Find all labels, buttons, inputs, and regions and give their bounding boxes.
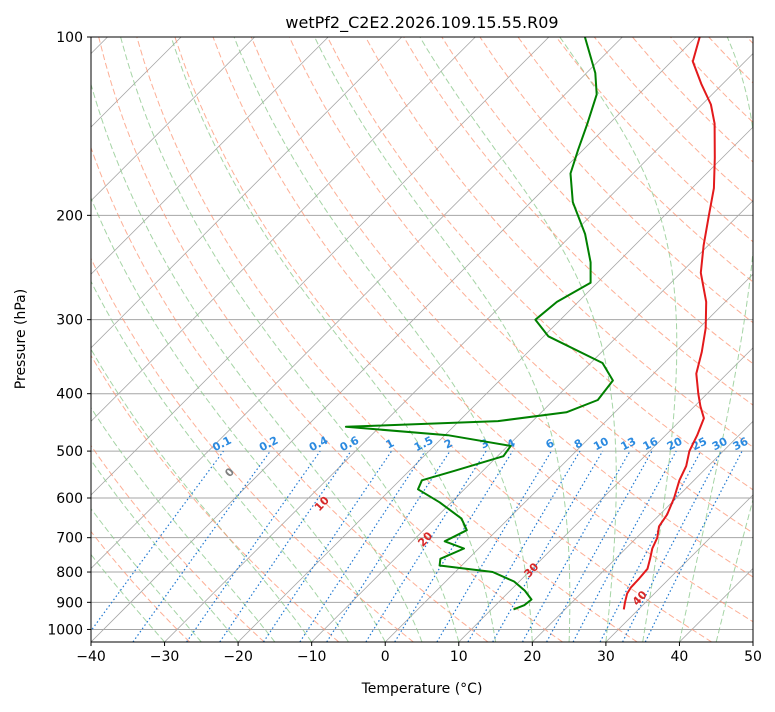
isotherm-grid bbox=[0, 37, 775, 642]
x-tick-label: −40 bbox=[76, 649, 106, 665]
moist-adiabat-line bbox=[79, 37, 422, 642]
isotherm-line bbox=[679, 37, 775, 642]
isotherm-line bbox=[753, 37, 775, 642]
moist-adiabat-line bbox=[14, 37, 349, 642]
moist-adiabat-line bbox=[0, 37, 275, 642]
mixing-ratio-line bbox=[645, 451, 742, 642]
isotherm-line bbox=[165, 37, 770, 642]
mixing-ratio-line bbox=[83, 451, 224, 642]
dry-adiabats bbox=[0, 37, 775, 642]
dewpoint-profile-line bbox=[346, 37, 613, 609]
mixing-ratio-label: 4 bbox=[505, 436, 518, 451]
y-tick-label: 600 bbox=[56, 491, 83, 507]
dry-adiabat-line bbox=[480, 37, 775, 642]
y-tick-label: 400 bbox=[56, 387, 83, 403]
x-tick-label: 40 bbox=[671, 649, 689, 665]
moist-adiabat-line bbox=[44, 37, 385, 642]
isotherm-line bbox=[0, 37, 255, 642]
x-tick-label: −20 bbox=[223, 649, 253, 665]
mixing-ratio-line bbox=[468, 451, 580, 642]
y-axis: 100 200 300 400 500 600 700 800 900 1000 bbox=[47, 30, 91, 638]
mixing-ratio-line bbox=[547, 451, 652, 642]
dry-adiabat-line bbox=[747, 37, 775, 642]
mixing-ratio-label: 10 bbox=[591, 435, 611, 454]
mixing-ratio-line bbox=[327, 451, 450, 642]
dry-adiabat-line bbox=[0, 37, 339, 642]
mixing-ratio-label: 2 bbox=[442, 436, 455, 451]
moist-adiabat-line bbox=[716, 37, 775, 642]
y-tick-label: 500 bbox=[56, 444, 83, 460]
mixing-ratio-lines bbox=[83, 451, 742, 642]
x-axis: −40 −30 −20 −10 0 10 20 30 40 50 bbox=[76, 642, 762, 665]
dry-adiabat-line bbox=[22, 37, 413, 642]
moist-adiabat-line bbox=[234, 37, 532, 642]
mixing-ratio-label: 20 bbox=[665, 435, 685, 454]
isotherm-line bbox=[459, 37, 775, 642]
dry-adiabat-line bbox=[327, 37, 775, 642]
moist-adiabat-line bbox=[0, 37, 312, 642]
dry-adiabat-line bbox=[556, 37, 775, 642]
isotherm-line bbox=[0, 37, 402, 642]
mixing-ratio-line bbox=[300, 451, 425, 642]
mixing-ratio-line bbox=[437, 451, 552, 642]
dry-adiabat-label: 40 bbox=[630, 588, 650, 608]
y-tick-label: 800 bbox=[56, 565, 83, 581]
isotherm-line bbox=[91, 37, 696, 642]
dry-adiabat-label: 0 bbox=[222, 465, 237, 480]
moist-adiabat-line bbox=[560, 37, 677, 642]
moist-adiabat-line bbox=[679, 37, 756, 642]
isotherm-line bbox=[238, 37, 775, 642]
moist-adiabat-line bbox=[0, 37, 238, 642]
isotherm-line bbox=[312, 37, 775, 642]
moist-adiabat-line bbox=[171, 37, 495, 642]
dry-adiabat-line bbox=[0, 37, 264, 642]
mixing-ratio-label: 16 bbox=[641, 435, 661, 454]
mixing-ratio-label: 3 bbox=[478, 436, 491, 451]
moist-adiabat-line bbox=[0, 37, 201, 642]
dry-adiabat-line bbox=[594, 37, 775, 642]
profiles bbox=[346, 37, 715, 609]
mixing-ratio-label: 36 bbox=[731, 435, 751, 454]
x-tick-label: −30 bbox=[150, 649, 180, 665]
dry-adiabat-label: 30 bbox=[521, 560, 541, 580]
mixing-ratio-label: 13 bbox=[619, 435, 639, 454]
x-tick-label: −10 bbox=[297, 649, 327, 665]
x-tick-label: 20 bbox=[523, 649, 541, 665]
moist-adiabat-line bbox=[121, 37, 459, 642]
y-axis-label: Pressure (hPa) bbox=[13, 289, 29, 389]
chart-title: wetPf2_C2E2.2026.109.15.55.R09 bbox=[285, 13, 558, 33]
dry-adiabat-line bbox=[709, 37, 775, 642]
dry-adiabat-line bbox=[671, 37, 775, 642]
y-tick-label: 200 bbox=[56, 208, 83, 224]
x-axis-label: Temperature (°C) bbox=[361, 681, 483, 697]
mixing-ratio-label: 30 bbox=[710, 435, 730, 454]
y-tick-label: 300 bbox=[56, 313, 83, 329]
dry-adiabat-label: 20 bbox=[415, 529, 435, 549]
y-tick-label: 100 bbox=[56, 30, 83, 46]
x-tick-label: 10 bbox=[450, 649, 468, 665]
dry-adiabat-line bbox=[442, 37, 775, 642]
mixing-ratio-label: 6 bbox=[544, 436, 557, 451]
y-tick-label: 900 bbox=[56, 595, 83, 611]
x-tick-label: 50 bbox=[744, 649, 762, 665]
mixing-ratio-line bbox=[573, 451, 676, 642]
moist-adiabats bbox=[0, 37, 775, 642]
x-tick-label: 30 bbox=[597, 649, 615, 665]
dry-adiabat-label: 10 bbox=[312, 494, 332, 514]
mixing-ratio-line bbox=[264, 451, 392, 642]
y-tick-label: 700 bbox=[56, 531, 83, 547]
x-tick-label: 0 bbox=[381, 649, 390, 665]
isotherm-line bbox=[17, 37, 622, 642]
y-tick-label: 1000 bbox=[47, 622, 83, 638]
